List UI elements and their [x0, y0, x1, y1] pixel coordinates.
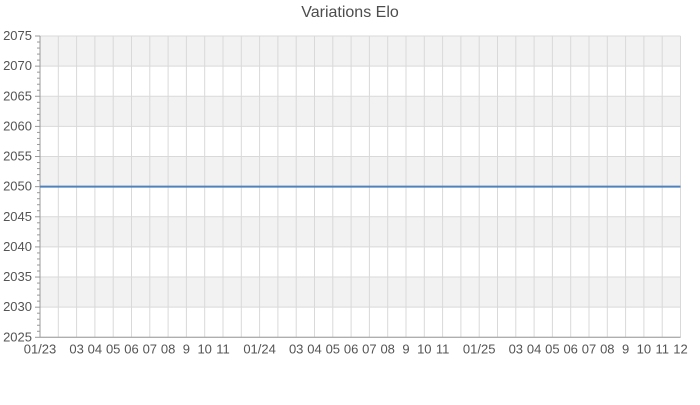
- svg-text:04: 04: [88, 341, 102, 356]
- svg-text:08: 08: [161, 341, 175, 356]
- svg-text:05: 05: [545, 341, 559, 356]
- svg-text:07: 07: [582, 341, 596, 356]
- svg-text:04: 04: [307, 341, 321, 356]
- svg-text:2035: 2035: [3, 269, 32, 284]
- svg-text:11: 11: [216, 341, 230, 356]
- svg-text:2040: 2040: [3, 239, 32, 254]
- svg-text:12: 12: [673, 341, 687, 356]
- svg-text:03: 03: [509, 341, 523, 356]
- svg-text:10: 10: [417, 341, 431, 356]
- svg-text:06: 06: [563, 341, 577, 356]
- svg-text:08: 08: [380, 341, 394, 356]
- svg-text:05: 05: [326, 341, 340, 356]
- svg-text:05: 05: [106, 341, 120, 356]
- svg-text:03: 03: [289, 341, 303, 356]
- svg-text:07: 07: [143, 341, 157, 356]
- svg-text:06: 06: [344, 341, 358, 356]
- svg-text:2070: 2070: [3, 58, 32, 73]
- svg-text:9: 9: [622, 341, 629, 356]
- svg-text:9: 9: [183, 341, 190, 356]
- svg-text:07: 07: [362, 341, 376, 356]
- svg-text:10: 10: [197, 341, 211, 356]
- svg-text:03: 03: [69, 341, 83, 356]
- svg-text:11: 11: [436, 341, 450, 356]
- svg-text:9: 9: [402, 341, 409, 356]
- svg-text:2055: 2055: [3, 149, 32, 164]
- svg-text:10: 10: [637, 341, 651, 356]
- svg-text:2045: 2045: [3, 209, 32, 224]
- svg-text:04: 04: [527, 341, 541, 356]
- svg-text:01/25: 01/25: [463, 341, 496, 356]
- svg-text:2030: 2030: [3, 299, 32, 314]
- svg-text:08: 08: [600, 341, 614, 356]
- svg-text:11: 11: [655, 341, 669, 356]
- svg-text:01/23: 01/23: [24, 341, 57, 356]
- svg-text:01/24: 01/24: [243, 341, 276, 356]
- svg-text:06: 06: [124, 341, 138, 356]
- svg-text:2075: 2075: [3, 28, 32, 43]
- svg-text:2065: 2065: [3, 88, 32, 103]
- svg-text:2060: 2060: [3, 118, 32, 133]
- svg-text:2050: 2050: [3, 179, 32, 194]
